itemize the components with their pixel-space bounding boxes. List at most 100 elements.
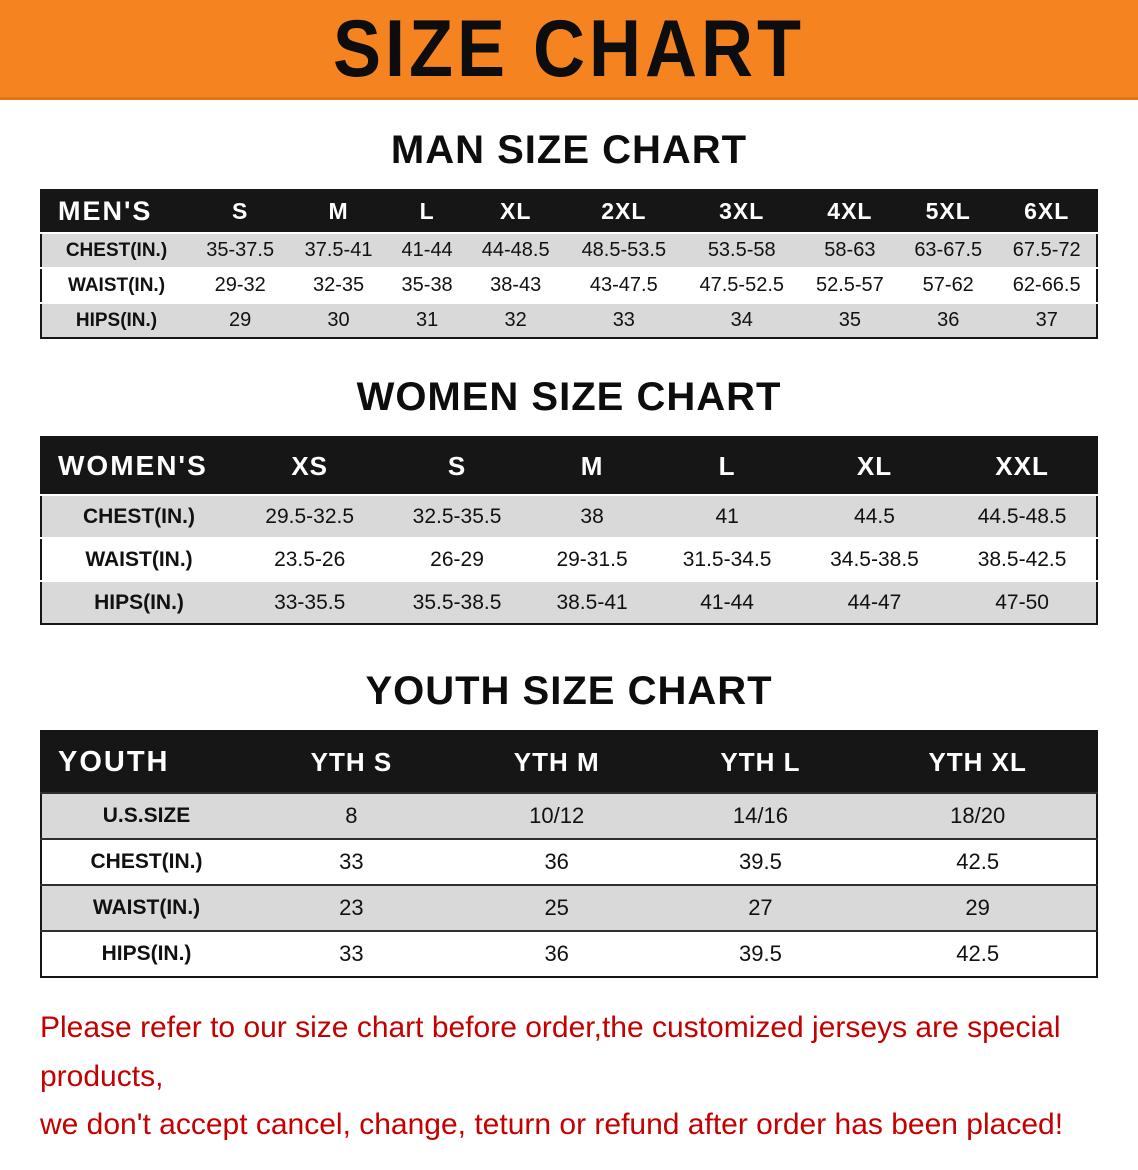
- size-column-header: M: [580, 450, 604, 481]
- size-value: 29.5-32.5: [265, 504, 355, 528]
- women-size-section: WOMEN SIZE CHART WOMEN'S XS S M L XL XXL CHEST(…: [0, 375, 1138, 625]
- order-policy-line-1: Please refer to our size chart before or…: [40, 1011, 1061, 1093]
- size-value: 33-35.5: [274, 590, 346, 614]
- table-row: HIPS(IN.) 29 30 31 32 33 34 35 36 37: [41, 303, 1097, 338]
- size-value: 33: [612, 309, 635, 331]
- size-value: 44.5: [854, 504, 895, 528]
- size-column-header: YTH XL: [928, 746, 1027, 777]
- size-value: 33: [339, 941, 364, 966]
- size-value: 37: [1035, 309, 1058, 331]
- size-value: 14/16: [732, 803, 788, 828]
- youth-section-heading: YOUTH SIZE CHART: [365, 669, 773, 713]
- banner-title: SIZE CHART: [333, 3, 805, 94]
- table-row: HIPS(IN.) 33-35.5 35.5-38.5 38.5-41 41-44 44-…: [41, 581, 1097, 624]
- size-value: 38: [580, 504, 604, 528]
- men-size-section: MAN SIZE CHART MEN'S S M L XL 2XL 3XL 4XL 5XL 6XL…: [0, 128, 1138, 339]
- size-value: 29: [965, 895, 990, 920]
- table-title-cell: MEN'S: [58, 196, 153, 226]
- row-label: CHEST(IN.): [83, 504, 195, 528]
- row-label: U.S.SIZE: [102, 804, 191, 827]
- size-value: 36: [544, 849, 569, 874]
- size-value: 41-44: [700, 590, 754, 614]
- order-policy-line-2: we don't accept cancel, change, teturn o…: [40, 1108, 1064, 1142]
- size-value: 62-66.5: [1012, 274, 1081, 296]
- size-column-header: XS: [291, 450, 329, 481]
- size-value: 63-67.5: [914, 239, 983, 261]
- size-value: 52.5-57: [815, 274, 884, 296]
- size-value: 58-63: [824, 239, 876, 261]
- size-value: 47-50: [995, 590, 1049, 614]
- size-value: 37.5-41: [304, 239, 373, 261]
- table-row: WAIST(IN.) 29-32 32-35 35-38 38-43 43-47.5 47.…: [41, 268, 1097, 303]
- row-label: WAIST(IN.): [67, 274, 166, 296]
- table-row: CHEST(IN.) 29.5-32.5 32.5-35.5 38 41 44.5 44.5…: [41, 495, 1097, 538]
- row-label: HIPS(IN.): [94, 590, 184, 614]
- size-column-header: M: [328, 198, 349, 224]
- size-value: 30: [327, 309, 350, 331]
- size-value: 32-35: [312, 274, 365, 296]
- size-value: 53.5-58: [707, 239, 776, 261]
- table-row: CHEST(IN.) 33 36 39.5 42.5: [41, 839, 1097, 885]
- size-value: 41: [715, 504, 739, 528]
- size-column-header: 4XL: [827, 198, 873, 224]
- table-header-row: MEN'S S M L XL 2XL 3XL 4XL 5XL 6XL: [41, 190, 1097, 233]
- table-row: U.S.SIZE 8 10/12 14/16 18/20: [41, 793, 1097, 839]
- women-size-table: WOMEN'S XS S M L XL XXL CHEST(IN.) 29.5-32.5 32.5…: [40, 436, 1098, 625]
- size-column-header: YTH M: [513, 746, 600, 777]
- men-section-heading: MAN SIZE CHART: [390, 128, 748, 172]
- size-value: 31.5-34.5: [682, 547, 772, 571]
- size-value: 32: [504, 309, 527, 331]
- size-value: 44.5-48.5: [977, 504, 1067, 528]
- size-chart-banner: SIZE CHART: [0, 0, 1138, 100]
- size-value: 34: [730, 309, 753, 331]
- size-column-header: 3XL: [719, 198, 765, 224]
- size-column-header: S: [447, 450, 467, 481]
- size-value: 35-37.5: [206, 239, 275, 261]
- table-title-cell: WOMEN'S: [58, 450, 208, 481]
- women-section-heading: WOMEN SIZE CHART: [356, 375, 782, 419]
- size-value: 57-62: [922, 274, 974, 296]
- size-value: 29-31.5: [556, 547, 628, 571]
- table-row: HIPS(IN.) 33 36 39.5 42.5: [41, 931, 1097, 977]
- size-value: 47.5-52.5: [699, 274, 784, 296]
- size-column-header: XL: [499, 198, 532, 224]
- size-value: 36: [937, 309, 960, 331]
- size-value: 44-48.5: [481, 239, 550, 261]
- row-label: WAIST(IN.): [92, 896, 201, 919]
- size-column-header: L: [718, 450, 736, 481]
- size-value: 44-47: [847, 590, 902, 614]
- size-value: 18/20: [950, 803, 1006, 828]
- size-value: 31: [415, 309, 439, 331]
- size-column-header: YTH S: [310, 746, 393, 777]
- size-column-header: 2XL: [601, 198, 647, 224]
- size-value: 35: [838, 309, 861, 331]
- size-value: 43-47.5: [589, 274, 658, 296]
- table-row: CHEST(IN.) 35-37.5 37.5-41 41-44 44-48.5 48.5…: [41, 233, 1097, 268]
- size-column-header: XXL: [995, 450, 1049, 481]
- row-label: CHEST(IN.): [90, 850, 203, 873]
- size-value: 10/12: [529, 803, 585, 828]
- row-label: HIPS(IN.): [101, 942, 192, 965]
- size-value: 32.5-35.5: [412, 504, 502, 528]
- size-column-header: XL: [856, 450, 893, 481]
- size-value: 25: [544, 895, 569, 920]
- size-column-header: YTH L: [720, 746, 801, 777]
- size-value: 42.5: [956, 849, 1000, 874]
- size-value: 39.5: [739, 941, 782, 966]
- size-column-header: S: [232, 198, 249, 224]
- table-header-row: YOUTH YTH S YTH M YTH L YTH XL: [41, 731, 1097, 793]
- table-row: WAIST(IN.) 23.5-26 26-29 29-31.5 31.5-34.5 34…: [41, 538, 1097, 581]
- size-value: 38-43: [490, 274, 542, 296]
- size-value: 38.5-41: [556, 590, 628, 614]
- size-value: 42.5: [956, 941, 1000, 966]
- size-value: 35-38: [401, 274, 453, 296]
- size-value: 41-44: [401, 239, 453, 261]
- table-header-row: WOMEN'S XS S M L XL XXL: [41, 437, 1097, 495]
- youth-size-section: YOUTH SIZE CHART YOUTH YTH S YTH M YTH L YTH…: [0, 669, 1138, 978]
- size-column-header: 6XL: [1024, 198, 1070, 224]
- size-value: 67.5-72: [1012, 239, 1081, 261]
- size-value: 48.5-53.5: [581, 239, 667, 261]
- size-value: 27: [748, 895, 773, 920]
- size-value: 8: [345, 803, 358, 828]
- size-value: 38.5-42.5: [977, 547, 1067, 571]
